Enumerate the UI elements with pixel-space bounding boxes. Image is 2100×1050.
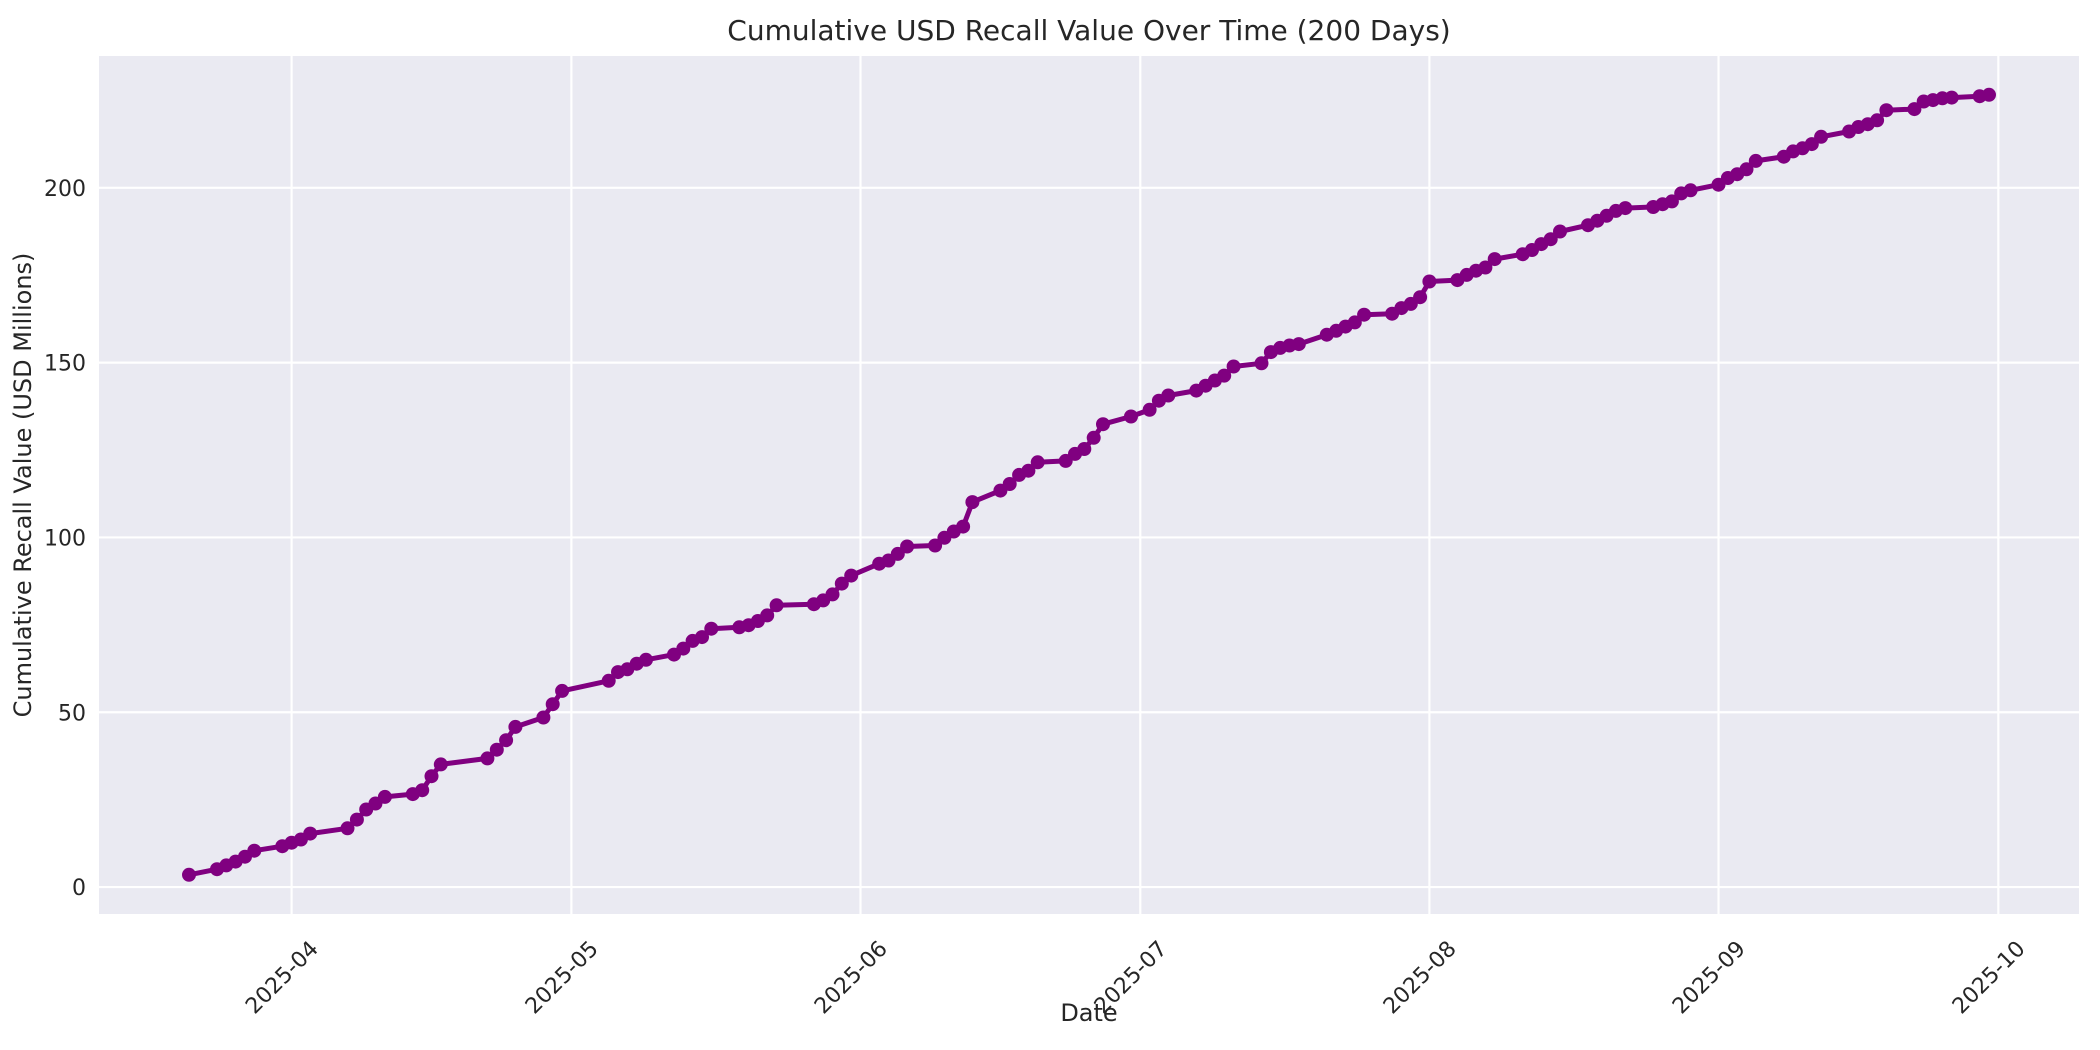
data-point bbox=[1021, 463, 1036, 478]
data-point bbox=[1086, 430, 1101, 445]
data-point bbox=[1879, 103, 1894, 118]
data-point bbox=[1814, 129, 1829, 144]
data-point bbox=[1543, 232, 1558, 247]
data-point bbox=[1907, 102, 1922, 117]
data-point bbox=[1096, 417, 1110, 432]
data-point bbox=[508, 719, 523, 734]
x-tick-label: 2025-09 bbox=[1668, 937, 1751, 1020]
data-point bbox=[928, 538, 943, 553]
x-tick-label: 2025-10 bbox=[1948, 937, 2031, 1020]
data-point bbox=[1553, 224, 1567, 239]
x-tick-label: 2025-08 bbox=[1379, 937, 1462, 1020]
data-point bbox=[1124, 409, 1138, 424]
data-point bbox=[555, 683, 570, 698]
chart-title: Cumulative USD Recall Value Over Time (2… bbox=[727, 14, 1450, 47]
data-point bbox=[769, 598, 784, 613]
data-point bbox=[433, 757, 448, 772]
data-point bbox=[834, 576, 849, 591]
data-point bbox=[1487, 252, 1502, 267]
data-point bbox=[1982, 87, 1996, 102]
data-point bbox=[424, 769, 439, 784]
data-point bbox=[545, 697, 560, 712]
data-point bbox=[1739, 162, 1754, 177]
data-point bbox=[1683, 183, 1698, 198]
x-axis-label: Date bbox=[1060, 999, 1117, 1027]
data-point bbox=[415, 783, 430, 798]
data-point bbox=[247, 843, 262, 858]
x-tick-label: 2025-05 bbox=[521, 937, 604, 1020]
data-point bbox=[182, 867, 196, 882]
data-point bbox=[601, 673, 616, 688]
data-point bbox=[825, 587, 840, 602]
data-point bbox=[1478, 260, 1493, 275]
data-point bbox=[1142, 402, 1157, 417]
y-tick-label: 50 bbox=[58, 701, 86, 726]
data-point bbox=[1413, 290, 1428, 305]
data-point bbox=[1357, 307, 1372, 322]
data-point bbox=[499, 733, 514, 748]
data-point bbox=[1664, 194, 1679, 209]
data-point bbox=[536, 710, 551, 725]
y-tick-label: 100 bbox=[44, 526, 86, 551]
data-point bbox=[1944, 90, 1959, 105]
data-point bbox=[1217, 368, 1232, 383]
data-point bbox=[1161, 388, 1176, 403]
data-point bbox=[844, 568, 859, 583]
data-point bbox=[489, 742, 504, 757]
data-point bbox=[1226, 359, 1241, 374]
y-axis-label: Cumulative Recall Value (USD Millions) bbox=[9, 253, 37, 718]
data-point bbox=[695, 630, 709, 645]
data-point bbox=[340, 821, 355, 836]
data-point bbox=[639, 652, 653, 667]
y-tick-label: 200 bbox=[44, 177, 86, 202]
data-point bbox=[704, 621, 719, 636]
data-point bbox=[760, 608, 775, 623]
data-point bbox=[900, 539, 915, 554]
data-point bbox=[349, 812, 364, 827]
y-tick-label: 150 bbox=[44, 352, 86, 377]
y-tick-label: 0 bbox=[72, 876, 86, 901]
data-point bbox=[377, 789, 392, 804]
x-tick-label: 2025-04 bbox=[241, 937, 324, 1020]
data-point bbox=[1030, 455, 1045, 470]
data-point bbox=[965, 495, 980, 510]
x-tick-label: 2025-06 bbox=[810, 937, 893, 1020]
data-point bbox=[1422, 274, 1437, 289]
data-point bbox=[1077, 442, 1092, 456]
data-point bbox=[956, 519, 971, 534]
data-point bbox=[1870, 113, 1885, 128]
data-point bbox=[1291, 337, 1306, 352]
data-point bbox=[303, 826, 318, 841]
data-point bbox=[1748, 153, 1763, 168]
plot-background bbox=[99, 56, 2079, 914]
data-point bbox=[1002, 477, 1017, 491]
data-point bbox=[1347, 315, 1362, 330]
data-point bbox=[1618, 201, 1633, 216]
data-point bbox=[1254, 356, 1269, 371]
data-point bbox=[480, 751, 495, 766]
data-point bbox=[676, 641, 691, 656]
